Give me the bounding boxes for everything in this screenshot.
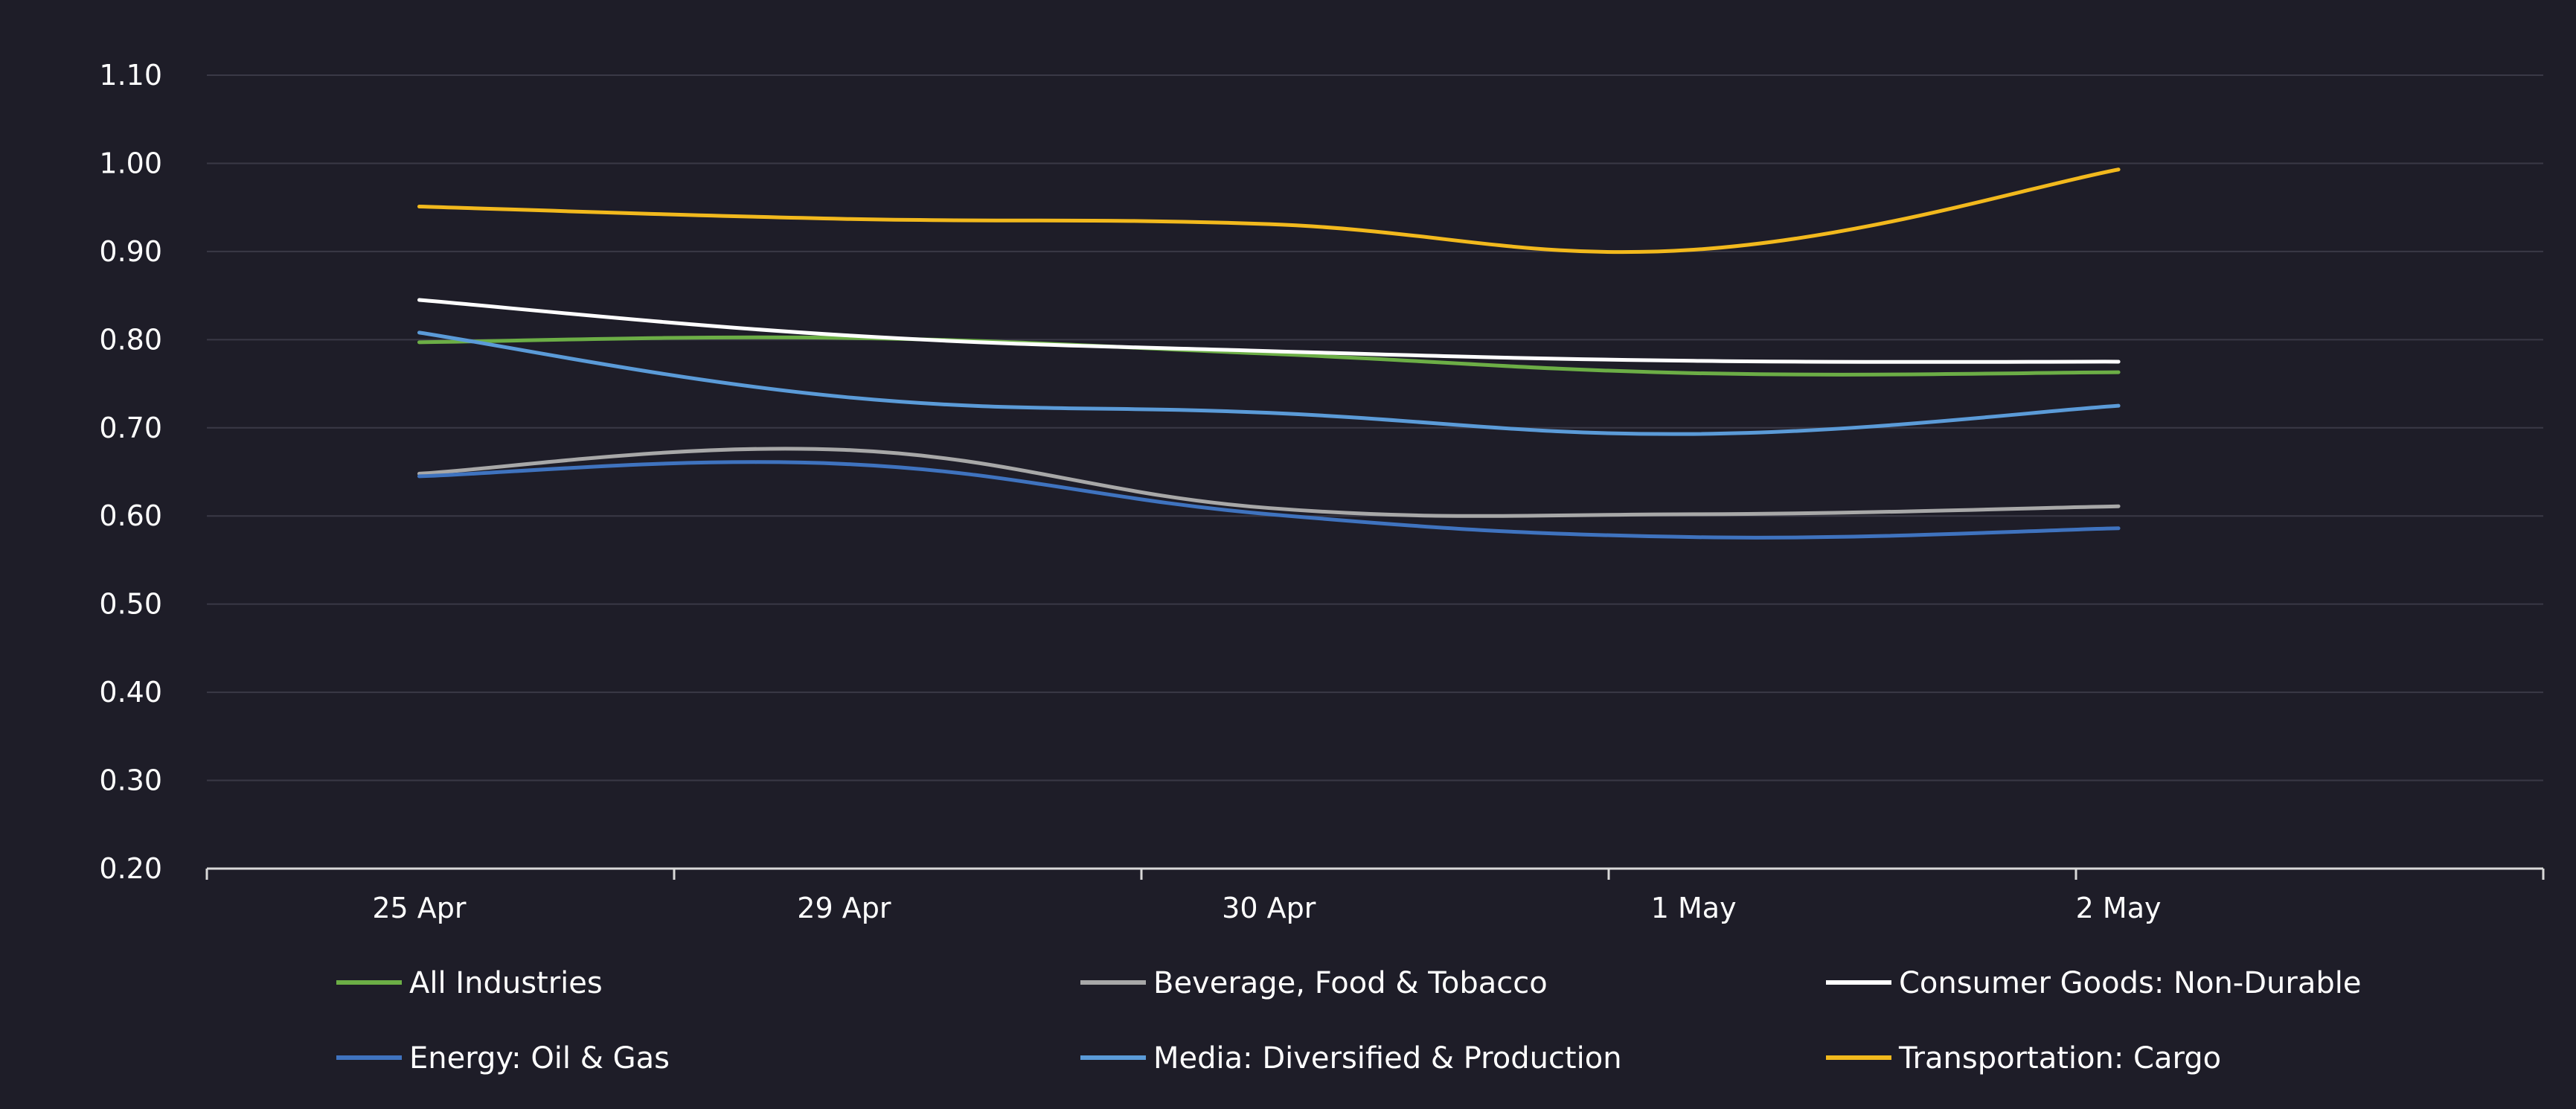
legend-item-all-industries: All Industries — [336, 966, 603, 1000]
legend-label: Transportation: Cargo — [1898, 1041, 2221, 1076]
series-line-transportation-cargo — [417, 167, 2121, 255]
y-axis-tick-labels: 0.20 0.30 0.40 0.50 0.60 0.70 0.80 0.90 1.00 1.10 — [99, 59, 162, 885]
x-tick-label: 1 May — [1651, 892, 1737, 924]
y-tick-label: 0.70 — [99, 412, 162, 444]
y-tick-label: 0.80 — [99, 323, 162, 356]
legend-label: Media: Diversified & Production — [1153, 1041, 1622, 1076]
x-tick-label: 30 Apr — [1222, 892, 1316, 924]
x-tick-label: 29 Apr — [797, 892, 891, 924]
x-axis: 25 Apr 29 Apr 30 Apr 1 May 2 May — [205, 867, 2545, 924]
series-lines — [417, 167, 2121, 540]
legend-item-media-diversified-production: Media: Diversified & Production — [1080, 1041, 1622, 1076]
y-tick-label: 0.90 — [99, 235, 162, 268]
y-tick-label: 1.10 — [99, 59, 162, 92]
legend-label: Consumer Goods: Non-Durable — [1899, 966, 2361, 1000]
legend-item-transportation-cargo: Transportation: Cargo — [1826, 1041, 2221, 1076]
y-tick-label: 0.40 — [99, 676, 162, 709]
series-line-energy-oil-gas — [417, 460, 2121, 540]
x-tick-label: 25 Apr — [372, 892, 467, 924]
y-tick-label: 0.60 — [99, 499, 162, 532]
legend-item-consumer-goods-non-durable: Consumer Goods: Non-Durable — [1826, 966, 2361, 1000]
legend-label: Beverage, Food & Tobacco — [1153, 966, 1548, 1000]
y-tick-label: 0.50 — [99, 588, 162, 621]
legend: All Industries Beverage, Food & Tobacco Co… — [336, 966, 2361, 1076]
series-line-beverage-food-tobacco — [417, 447, 2121, 518]
y-tick-label: 0.30 — [99, 764, 162, 797]
x-tick-label: 2 May — [2076, 892, 2162, 924]
legend-item-beverage-food-tobacco: Beverage, Food & Tobacco — [1080, 966, 1548, 1000]
y-tick-label: 0.20 — [99, 852, 162, 885]
legend-item-energy-oil-gas: Energy: Oil & Gas — [336, 1041, 670, 1076]
legend-label: Energy: Oil & Gas — [409, 1041, 670, 1076]
series-line-media-diversified-production — [417, 330, 2121, 436]
y-tick-label: 1.00 — [99, 147, 162, 179]
legend-label: All Industries — [409, 966, 603, 1000]
